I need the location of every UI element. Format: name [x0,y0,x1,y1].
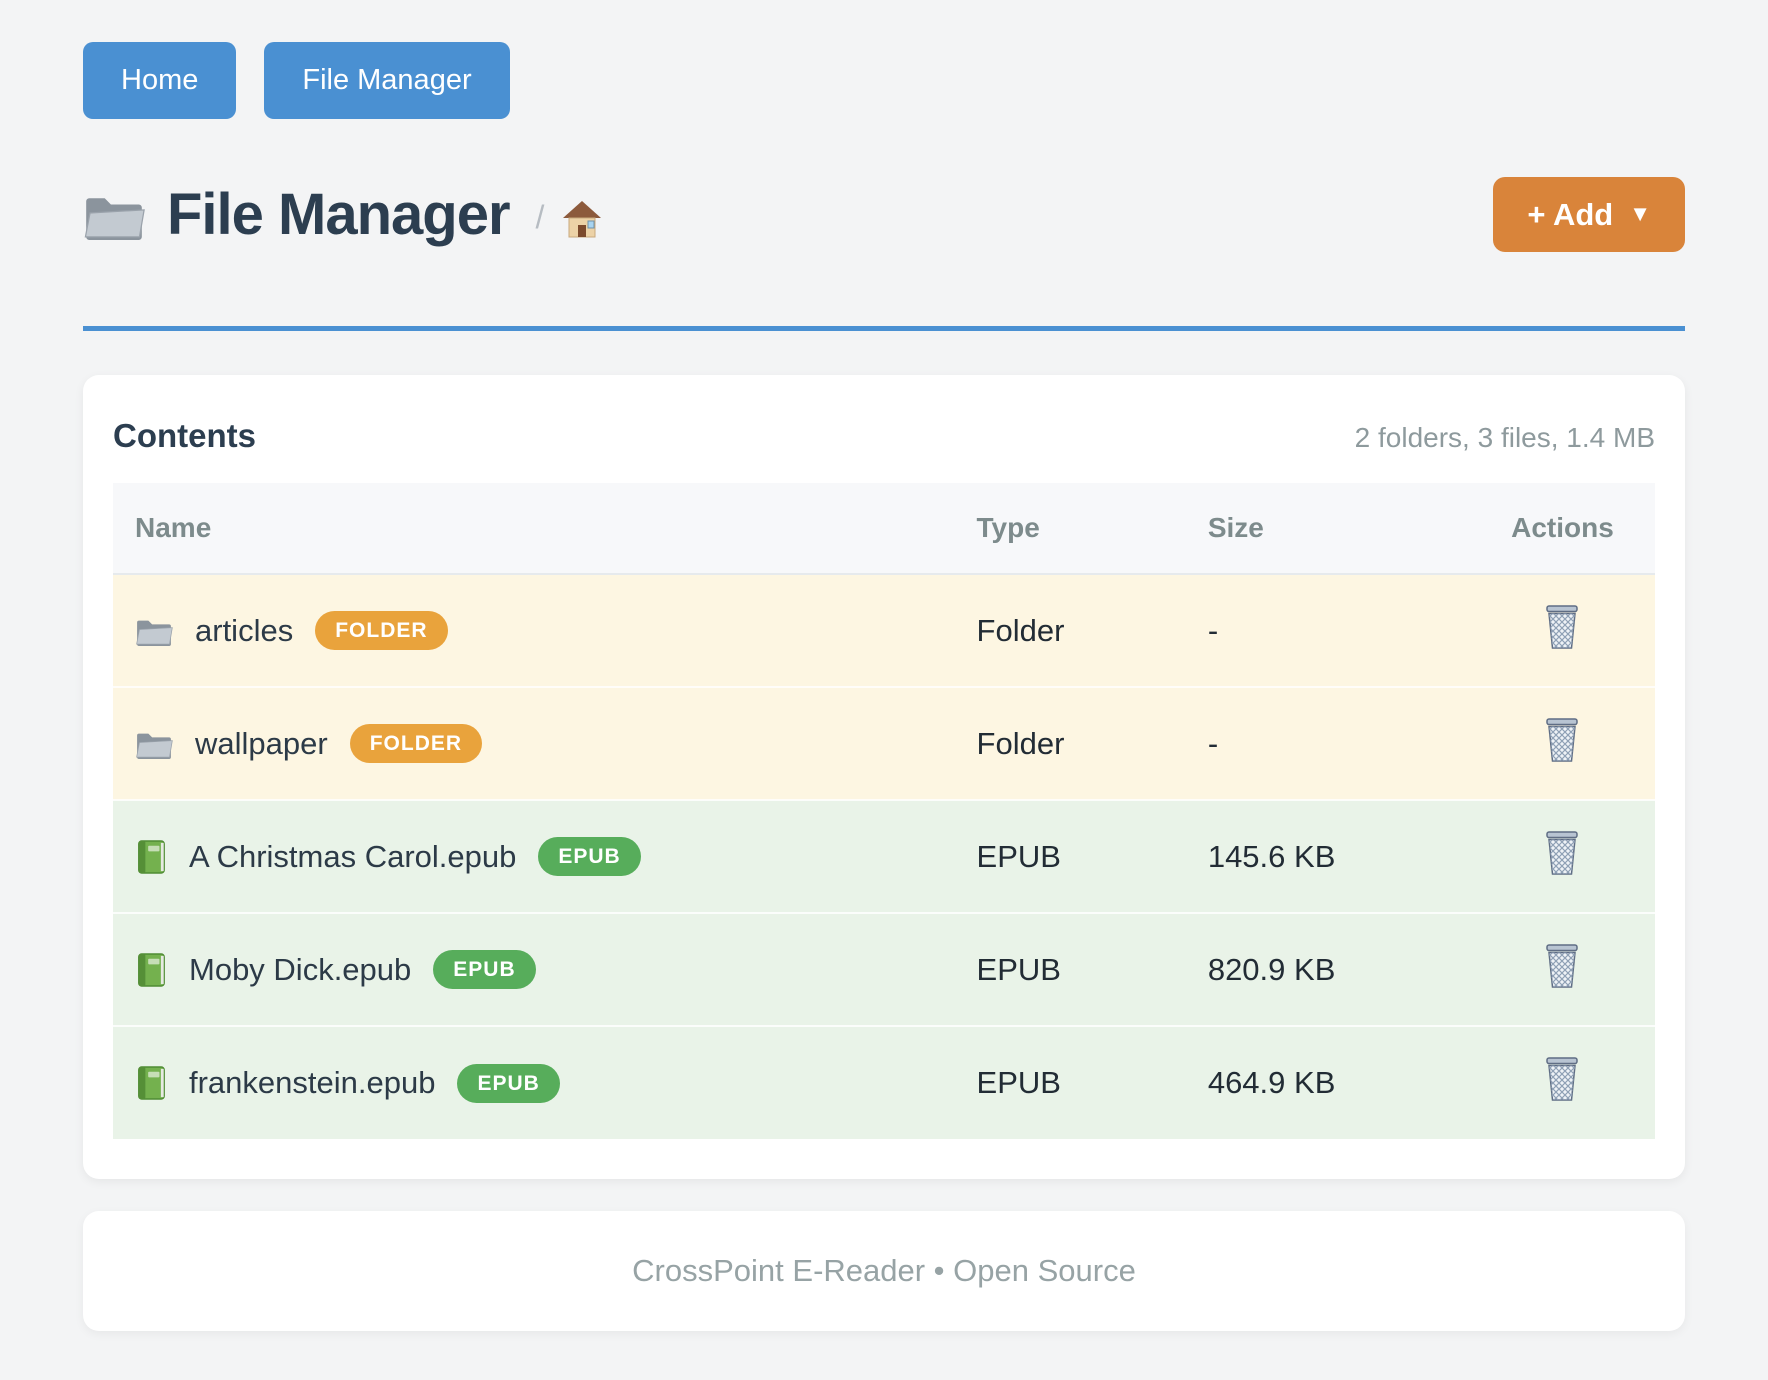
table-row[interactable]: wallpaper FOLDER Folder - [113,686,1655,800]
trash-icon [1544,717,1580,766]
contents-card: Contents 2 folders, 3 files, 1.4 MB Name… [83,375,1685,1179]
home-icon[interactable] [562,200,602,238]
file-table-head: Name Type Size Actions [113,483,1655,575]
breadcrumb-separator: / [535,199,545,235]
page-header: File Manager / + Add ▼ [83,177,1685,252]
file-type: Folder [976,612,1065,648]
file-table: Name Type Size Actions articles FOLDER [113,483,1655,1139]
column-header-actions: Actions [1469,483,1655,575]
add-button-label: + Add [1527,197,1614,232]
add-button[interactable]: + Add ▼ [1493,177,1685,252]
type-badge: EPUB [457,1063,560,1103]
top-nav: Home File Manager [83,42,1685,119]
file-name[interactable]: A Christmas Carol.epub [189,838,517,874]
column-header-size: Size [1207,483,1470,575]
file-name[interactable]: Moby Dick.epub [189,951,412,987]
type-badge: FOLDER [315,611,448,650]
trash-icon [1544,830,1580,879]
column-header-name: Name [113,483,977,575]
delete-button[interactable] [1544,717,1580,766]
title-divider [83,326,1685,331]
trash-icon [1544,604,1580,653]
type-badge: EPUB [433,950,536,989]
footer-text: CrossPoint E-Reader • Open Source [632,1253,1136,1288]
title-group: File Manager / [83,181,602,248]
delete-button[interactable] [1544,943,1580,992]
book-icon [135,1065,167,1101]
trash-icon [1544,1056,1580,1105]
footer: CrossPoint E-Reader • Open Source [83,1211,1685,1331]
column-header-type: Type [976,483,1208,575]
table-row[interactable]: articles FOLDER Folder - [113,574,1655,687]
file-name[interactable]: articles [195,612,294,648]
delete-button[interactable] [1544,604,1580,653]
folder-icon [83,189,145,240]
file-type: EPUB [976,799,1208,913]
contents-heading: Contents [113,417,256,454]
folder-icon [135,615,173,646]
file-table-body: articles FOLDER Folder - [113,574,1655,1139]
file-size: 820.9 KB [1207,912,1470,1026]
table-row[interactable]: A Christmas Carol.epub EPUB EPUB 145.6 K… [113,799,1655,913]
trash-icon [1544,943,1580,992]
file-size: - [1207,686,1470,800]
file-type: EPUB [976,1025,1208,1139]
page-container: Home File Manager File Manager / [83,0,1685,1331]
file-manager-nav-button[interactable]: File Manager [264,42,510,119]
contents-card-header: Contents 2 folders, 3 files, 1.4 MB [113,417,1655,455]
book-icon [135,952,167,988]
file-size: 145.6 KB [1207,799,1470,913]
type-badge: FOLDER [349,724,483,763]
file-name[interactable]: wallpaper [195,725,328,761]
file-size: - [1207,612,1219,648]
delete-button[interactable] [1544,1056,1580,1105]
file-type: EPUB [976,912,1208,1026]
book-icon [135,839,167,875]
file-size: 464.9 KB [1207,1025,1470,1139]
file-type: Folder [976,686,1208,800]
folder-icon [135,728,173,759]
type-badge: EPUB [538,837,641,876]
home-nav-button[interactable]: Home [83,42,237,119]
page-title: File Manager [167,182,511,247]
delete-button[interactable] [1544,830,1580,879]
file-name[interactable]: frankenstein.epub [189,1065,436,1100]
chevron-down-icon: ▼ [1629,200,1651,226]
contents-summary: 2 folders, 3 files, 1.4 MB [1354,422,1655,453]
table-row[interactable]: frankenstein.epub EPUB EPUB 464.9 KB [113,1025,1655,1139]
table-row[interactable]: Moby Dick.epub EPUB EPUB 820.9 KB [113,912,1655,1026]
